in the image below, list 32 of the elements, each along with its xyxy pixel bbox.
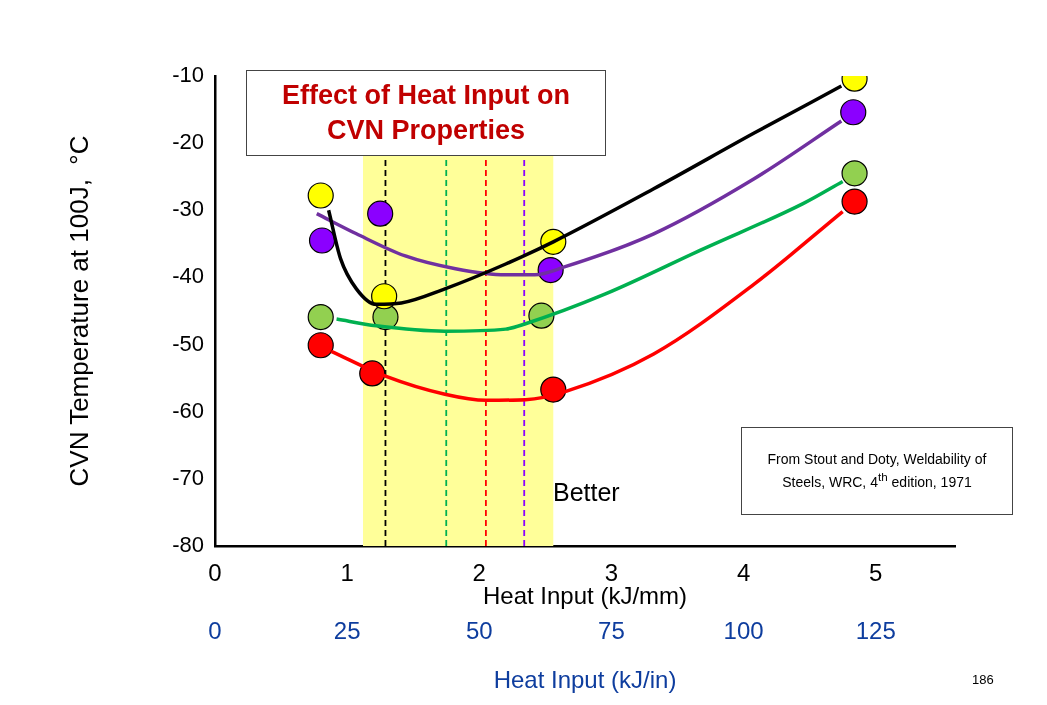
y-tick-label: -70: [172, 464, 204, 490]
point: [307, 182, 334, 209]
point: [308, 227, 336, 254]
x-tick-label: 4: [736, 559, 751, 587]
x2-tick-label: 50: [465, 617, 493, 645]
y-tick-label: -10: [172, 62, 204, 88]
text: Effect of Heat Input on CVN Properties: [246, 70, 606, 156]
y-tick-label: -30: [172, 196, 204, 222]
y-tick-label: -20: [172, 129, 204, 155]
x2-tick-label: 75: [598, 617, 625, 645]
point: [841, 188, 868, 215]
y-tick-label: -80: [172, 532, 204, 558]
point: [307, 303, 334, 331]
x-tick-label: 1: [340, 559, 354, 587]
point: [841, 160, 868, 187]
point: [307, 332, 334, 359]
x2-axis-title: Heat Input (kJ/in): [493, 666, 677, 694]
text: 186: [972, 672, 994, 687]
x-tick-label: 0: [208, 559, 222, 587]
annotation: From Stout and Doty, Weldability of Steels, WRC, 4$^{th}$ edition, 1971: [766, 450, 988, 492]
x2-tick-label: 100: [723, 617, 764, 645]
y-tick-label: -50: [172, 330, 204, 356]
y-axis-title: CVN Temperature at 100J, °C: [63, 135, 94, 487]
y-tick-label: -40: [172, 263, 204, 289]
y-tick-label: -60: [172, 397, 204, 423]
point: [367, 200, 394, 227]
annotation: Better: [553, 478, 620, 506]
x2-tick-label: 25: [333, 617, 361, 645]
x2-tick-label: 125: [855, 617, 896, 645]
point: [840, 99, 867, 126]
x-tick-label: 5: [869, 559, 883, 587]
x2-tick-label: 0: [208, 617, 222, 645]
